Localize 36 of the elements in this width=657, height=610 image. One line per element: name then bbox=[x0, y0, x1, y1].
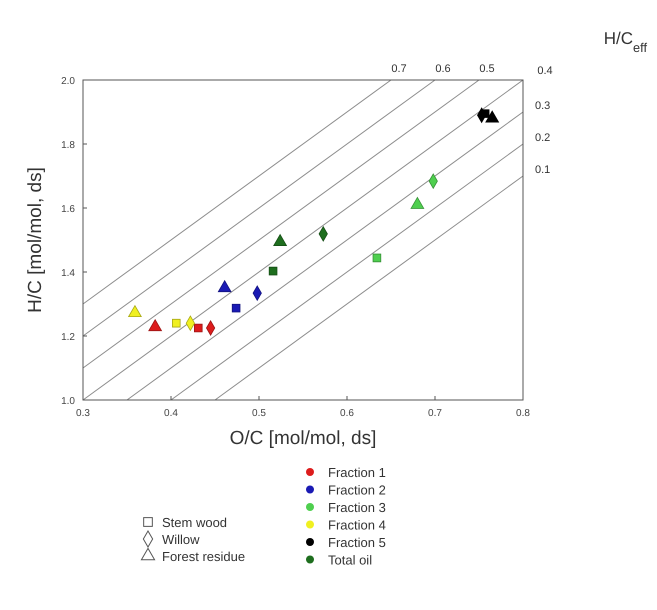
series-label: 0.7 bbox=[391, 63, 407, 75]
legend-label: Fraction 3 bbox=[328, 500, 386, 515]
point bbox=[172, 318, 181, 328]
y-tick-label: 1.8 bbox=[61, 140, 76, 151]
point bbox=[268, 266, 278, 276]
point bbox=[194, 324, 203, 332]
y-tick-label: 2.0 bbox=[61, 76, 76, 87]
legend-label: Fraction 1 bbox=[328, 465, 386, 480]
text: Stem wood bbox=[162, 515, 228, 530]
point bbox=[232, 304, 240, 312]
y-axis-title: H/C [mol/mol, ds] bbox=[25, 167, 46, 313]
series-label: 0.5 bbox=[479, 63, 495, 75]
y-tick-label: 1.6 bbox=[61, 204, 76, 215]
x-tick-label: 0.8 bbox=[516, 408, 530, 419]
x-tick-label: 0.6 bbox=[340, 408, 354, 419]
series-label: 0.4 bbox=[537, 65, 553, 77]
series-label: 0.2 bbox=[535, 132, 550, 144]
series-label: 0.3 bbox=[535, 100, 550, 112]
x-tick-label: 0.3 bbox=[76, 408, 90, 419]
legend-label: Total oil bbox=[328, 552, 372, 568]
y-tick-label: 1.4 bbox=[61, 268, 76, 279]
x-axis-title: O/C [mol/mol, ds] bbox=[230, 428, 376, 449]
y-tick-label: 1.0 bbox=[61, 396, 76, 407]
x-tick-label: 0.5 bbox=[252, 408, 266, 419]
text: Willow bbox=[162, 532, 200, 547]
y-tick-label: 1.2 bbox=[61, 332, 76, 343]
x-tick-label: 0.7 bbox=[428, 408, 442, 419]
point bbox=[372, 254, 382, 262]
legend-label: Fraction 2 bbox=[328, 482, 386, 498]
series-label: 0.1 bbox=[535, 164, 550, 176]
text: Forest residue bbox=[162, 549, 246, 564]
series-label: 0.6 bbox=[435, 63, 451, 75]
x-tick-label: 0.4 bbox=[164, 408, 178, 419]
legend-label: Fraction 5 bbox=[328, 535, 386, 550]
text: H/C$_{eff}$ bbox=[604, 29, 648, 54]
legend-label: Fraction 4 bbox=[328, 518, 386, 532]
